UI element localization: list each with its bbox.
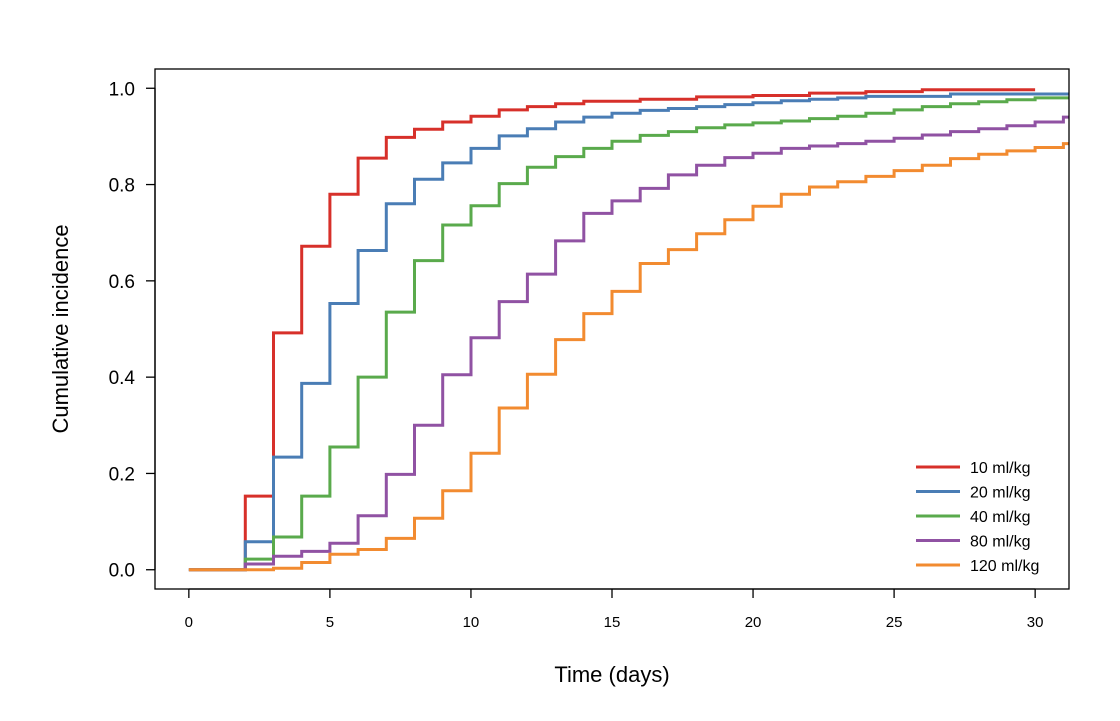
- y-axis-title: Cumulative incidence: [48, 224, 73, 433]
- legend-label: 120 ml/kg: [970, 558, 1039, 575]
- y-tick-label: 0.6: [109, 272, 135, 293]
- x-tick-label: 0: [185, 614, 193, 631]
- legend-label: 40 ml/kg: [970, 509, 1030, 526]
- x-tick-label: 30: [1027, 614, 1044, 631]
- x-axis: 0 5 10 15 20 25 30: [185, 588, 1044, 631]
- y-tick-label: 0.2: [109, 464, 135, 485]
- legend-label: 20 ml/kg: [970, 485, 1030, 502]
- y-tick-label: 0.4: [109, 368, 136, 389]
- x-tick-label: 20: [745, 614, 762, 631]
- y-tick-label: 1.0: [109, 79, 135, 100]
- x-tick-label: 15: [604, 614, 621, 631]
- series-line-1: [188, 88, 1036, 572]
- y-tick-label: 0.0: [109, 561, 135, 582]
- x-axis-title: Time (days): [554, 662, 669, 687]
- series-line-4: [188, 115, 1069, 572]
- legend-label: 10 ml/kg: [970, 460, 1030, 477]
- legend: 10 ml/kg 20 ml/kg 40 ml/kg 80 ml/kg 120 ml/k…: [916, 460, 1039, 575]
- x-tick-label: 25: [886, 614, 903, 631]
- legend-label: 80 ml/kg: [970, 534, 1030, 551]
- series-line-5: [188, 142, 1069, 572]
- series-layer: [188, 88, 1069, 572]
- x-tick-label: 5: [326, 614, 334, 631]
- x-tick-label: 10: [463, 614, 480, 631]
- series-line-3: [188, 96, 1069, 572]
- y-tick-label: 0.8: [109, 176, 135, 197]
- y-axis: 0.0 0.2 0.4 0.6 0.8 1.0: [109, 79, 156, 582]
- series-line-2: [188, 92, 1069, 572]
